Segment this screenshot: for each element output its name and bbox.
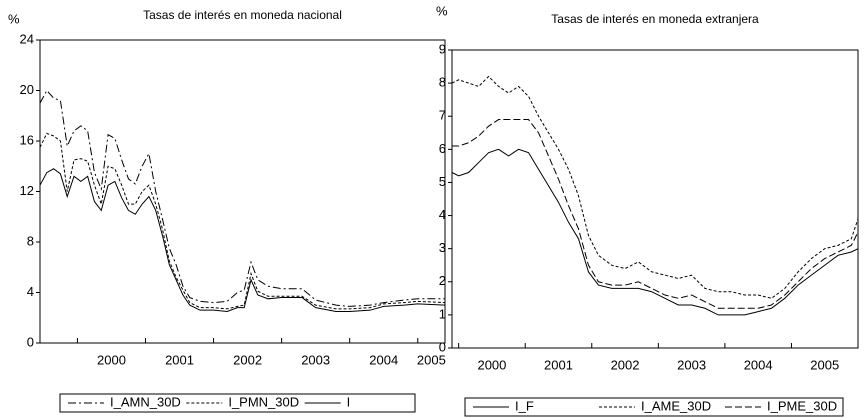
x-tick-label: 2005 [417, 352, 446, 367]
y-tick-label: 24 [20, 31, 34, 46]
x-tick-label: 2002 [233, 352, 262, 367]
x-tick-label: 2002 [611, 357, 640, 372]
legend-label: I_PME_30D [767, 398, 837, 413]
y-tick-label: 1 [439, 306, 446, 321]
legend-label: I_PMN_30D [228, 394, 299, 409]
chart-title: Tasas de interés en moneda extranjera [551, 12, 759, 26]
x-tick-label: 2000 [477, 357, 506, 372]
x-tick-label: 2001 [544, 357, 573, 372]
plot-frame [39, 39, 446, 344]
series-line [39, 168, 446, 312]
chart-title: Tasas de interés en moneda nacional [143, 8, 342, 22]
legend-box [59, 393, 416, 413]
legend-label: I_F [515, 398, 534, 413]
y-tick-label: 20 [20, 82, 34, 97]
y-tick-label: 8 [27, 233, 34, 248]
series-line [452, 119, 859, 309]
y-tick-label: 3 [439, 240, 446, 255]
y-tick-label: 7 [439, 108, 446, 123]
x-tick-label: 2005 [810, 357, 839, 372]
y-tick-label: 0 [439, 339, 446, 354]
y-tick-label: 8 [439, 75, 446, 90]
y-tick-label: 4 [439, 207, 446, 222]
y-tick-label: 6 [439, 141, 446, 156]
y-axis-label: % [436, 3, 448, 18]
x-tick-label: 2000 [97, 352, 126, 367]
legend-label: I [347, 394, 351, 409]
x-tick-label: 2003 [677, 357, 706, 372]
legend-box [464, 397, 844, 417]
y-tick-label: 2 [439, 273, 446, 288]
plot-frame [451, 49, 859, 349]
x-tick-label: 2001 [165, 352, 194, 367]
y-tick-label: 0 [27, 334, 34, 349]
series-line [39, 89, 445, 307]
y-tick-label: 4 [27, 284, 34, 299]
legend-label: I_AME_30D [641, 398, 711, 413]
y-axis-label: % [8, 11, 20, 26]
series-line [451, 148, 859, 316]
y-tick-label: 9 [439, 41, 446, 56]
x-tick-label: 2003 [301, 352, 330, 367]
series-line [451, 75, 859, 299]
x-tick-label: 2004 [744, 357, 773, 372]
y-tick-label: 16 [20, 132, 34, 147]
legend-label: I_AMN_30D [110, 394, 181, 409]
series-line [39, 132, 446, 310]
x-tick-label: 2004 [369, 352, 398, 367]
y-tick-label: 12 [20, 183, 34, 198]
y-tick-label: 5 [439, 174, 446, 189]
